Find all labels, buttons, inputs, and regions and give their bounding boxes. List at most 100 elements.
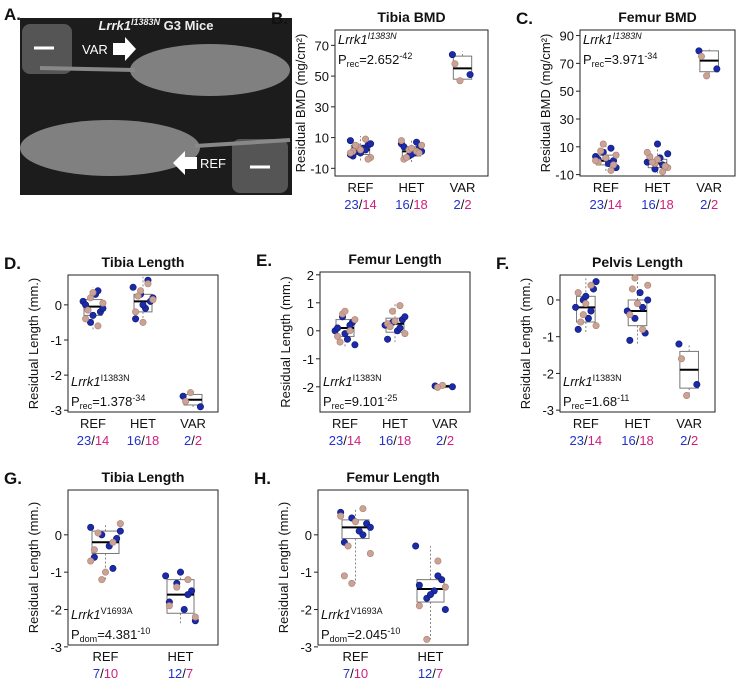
y-tick-label: 10 bbox=[560, 140, 574, 155]
count-separator: / bbox=[461, 197, 465, 212]
data-point bbox=[587, 281, 595, 289]
data-point bbox=[631, 314, 639, 322]
count-female: 7 bbox=[186, 666, 193, 681]
panel-title: Tibia Length bbox=[102, 469, 185, 485]
data-point bbox=[90, 546, 98, 554]
data-point bbox=[434, 383, 442, 391]
p-value: Prec=9.101-25 bbox=[323, 393, 397, 411]
data-point bbox=[441, 583, 449, 591]
gene-label: Lrrk1I1383N bbox=[323, 373, 382, 389]
tail-ref bbox=[194, 138, 291, 148]
data-point bbox=[87, 557, 95, 565]
data-point bbox=[434, 572, 442, 580]
data-point bbox=[683, 391, 691, 399]
y-tick-label: -10 bbox=[310, 161, 329, 176]
data-point bbox=[626, 311, 634, 319]
p-eq: =1.68 bbox=[584, 394, 617, 409]
data-point bbox=[592, 157, 600, 165]
p: P bbox=[338, 52, 347, 67]
count-female: 2 bbox=[464, 197, 471, 212]
x-tick-label: REF bbox=[93, 649, 119, 664]
count-male: 2 bbox=[453, 197, 460, 212]
group-count: 23/14 bbox=[344, 197, 377, 212]
y-axis-label: Residual Length (mm.) bbox=[276, 502, 291, 634]
p-eq: =1.378 bbox=[92, 394, 132, 409]
data-point bbox=[633, 300, 641, 308]
x-tick-label: HET bbox=[168, 649, 194, 664]
data-point bbox=[184, 591, 192, 599]
count-female: 2 bbox=[711, 197, 718, 212]
data-point bbox=[456, 77, 464, 85]
data-point bbox=[643, 148, 651, 156]
title-rest: G3 Mice bbox=[160, 18, 213, 33]
x-tick-label: REF bbox=[593, 180, 619, 195]
image-title: Lrrk1I1383N G3 Mice bbox=[98, 17, 213, 33]
count-separator: / bbox=[432, 666, 436, 681]
y-tick-label: 2 bbox=[307, 268, 314, 283]
data-point bbox=[423, 635, 431, 643]
data-point bbox=[173, 583, 181, 591]
count-separator: / bbox=[343, 433, 347, 448]
data-point bbox=[401, 313, 409, 321]
data-point bbox=[384, 335, 392, 343]
y-tick-label: 30 bbox=[315, 100, 329, 115]
data-point bbox=[139, 301, 147, 309]
arrow bbox=[113, 37, 136, 61]
y-tick-label: -3 bbox=[50, 640, 62, 655]
p: P bbox=[71, 394, 80, 409]
p-sub: dom bbox=[80, 634, 98, 644]
count-female: 2 bbox=[447, 433, 454, 448]
data-point bbox=[639, 303, 647, 311]
data-point bbox=[362, 135, 370, 143]
count-separator: / bbox=[141, 433, 145, 448]
panel-letter: C. bbox=[516, 9, 533, 28]
count-male: 7 bbox=[343, 666, 350, 681]
group-count: 23/14 bbox=[329, 433, 362, 448]
data-point bbox=[346, 149, 354, 157]
plot-frame bbox=[334, 29, 489, 177]
data-point bbox=[351, 316, 359, 324]
count-female: 14 bbox=[608, 197, 622, 212]
count-separator: / bbox=[359, 197, 363, 212]
p-exp: -11 bbox=[617, 393, 629, 403]
data-point bbox=[592, 322, 600, 330]
count-female: 18 bbox=[659, 197, 673, 212]
group-count: 2/2 bbox=[436, 433, 454, 448]
p-eq: =2.045 bbox=[347, 627, 387, 642]
y-tick-label: 0 bbox=[305, 528, 312, 543]
data-point bbox=[116, 527, 124, 535]
p-sub: rec bbox=[592, 59, 605, 69]
y-tick-label: 0 bbox=[307, 324, 314, 339]
data-point bbox=[87, 318, 95, 326]
data-point bbox=[587, 307, 595, 315]
data-point bbox=[402, 154, 410, 162]
data-point bbox=[356, 146, 364, 154]
x-tick-label: VAR bbox=[696, 180, 722, 195]
gene: Lrrk1 bbox=[71, 607, 101, 622]
gene: Lrrk1 bbox=[323, 374, 353, 389]
data-point bbox=[348, 579, 356, 587]
mouse-ref bbox=[20, 120, 200, 176]
data-point bbox=[82, 315, 90, 323]
data-point bbox=[602, 154, 610, 162]
p: P bbox=[321, 627, 330, 642]
allele: I1383N bbox=[131, 17, 161, 27]
y-tick-label: 0 bbox=[55, 528, 62, 543]
gene: Lrrk1 bbox=[338, 32, 368, 47]
data-point bbox=[612, 151, 620, 159]
group-count: 2/2 bbox=[680, 433, 698, 448]
count-female: 18 bbox=[397, 433, 411, 448]
data-point bbox=[441, 606, 449, 614]
data-point bbox=[87, 523, 95, 531]
data-point bbox=[84, 306, 92, 314]
count-male: 16 bbox=[621, 433, 635, 448]
plot-frame bbox=[317, 489, 469, 646]
x-tick-label: VAR bbox=[676, 416, 702, 431]
data-point bbox=[396, 324, 404, 332]
count-male: 16 bbox=[127, 433, 141, 448]
y-tick-label: -2 bbox=[300, 603, 312, 618]
data-point bbox=[182, 397, 190, 405]
data-point bbox=[628, 285, 636, 293]
data-point bbox=[713, 65, 721, 73]
panel-title: Pelvis Length bbox=[592, 254, 683, 270]
